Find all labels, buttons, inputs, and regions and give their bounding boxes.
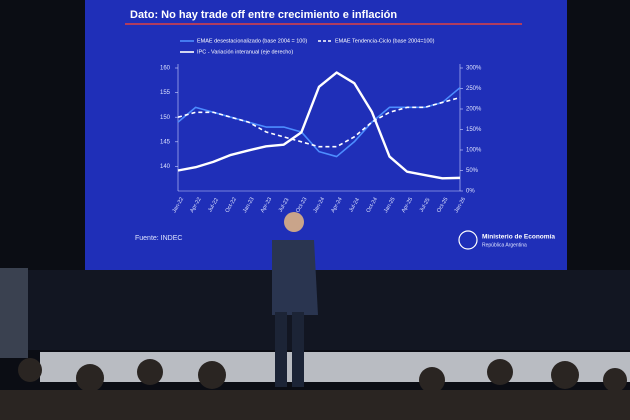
y-tick-label: 155 <box>160 90 171 96</box>
source: Fuente: INDEC <box>135 235 182 242</box>
y2-tick-label: 150% <box>466 127 482 133</box>
series-line <box>177 96 461 148</box>
series-line <box>177 71 461 180</box>
stage-floor <box>40 352 630 382</box>
ministry: Ministerio de Economía <box>482 234 555 241</box>
y-tick-label: 145 <box>160 139 171 145</box>
legend-label: EMAE Tendencia-Ciclo (base 2004=100) <box>335 38 435 44</box>
audience <box>0 358 630 420</box>
y2-tick-label: 200% <box>466 107 482 113</box>
y2-tick-label: 250% <box>466 86 482 92</box>
y-tick-label: 150 <box>160 115 171 121</box>
country: República Argentina <box>482 242 527 248</box>
y2-tick-label: 0% <box>466 189 475 195</box>
logo <box>458 230 478 250</box>
chart-title: Dato: No hay trade off entre crecimiento… <box>130 9 397 21</box>
legend-label: EMAE desestacionalizado (base 2004 = 100… <box>197 38 307 44</box>
y2-tick-label: 300% <box>466 66 482 72</box>
speaker <box>272 212 318 387</box>
legend-label: IPC - Variación interanual (eje derecho) <box>197 49 293 55</box>
y-tick-label: 160 <box>160 66 171 72</box>
y-tick-label: 140 <box>160 164 171 170</box>
y2-tick-label: 100% <box>466 148 482 154</box>
podium <box>0 268 28 358</box>
y2-tick-label: 50% <box>466 168 479 174</box>
screen <box>85 0 567 270</box>
